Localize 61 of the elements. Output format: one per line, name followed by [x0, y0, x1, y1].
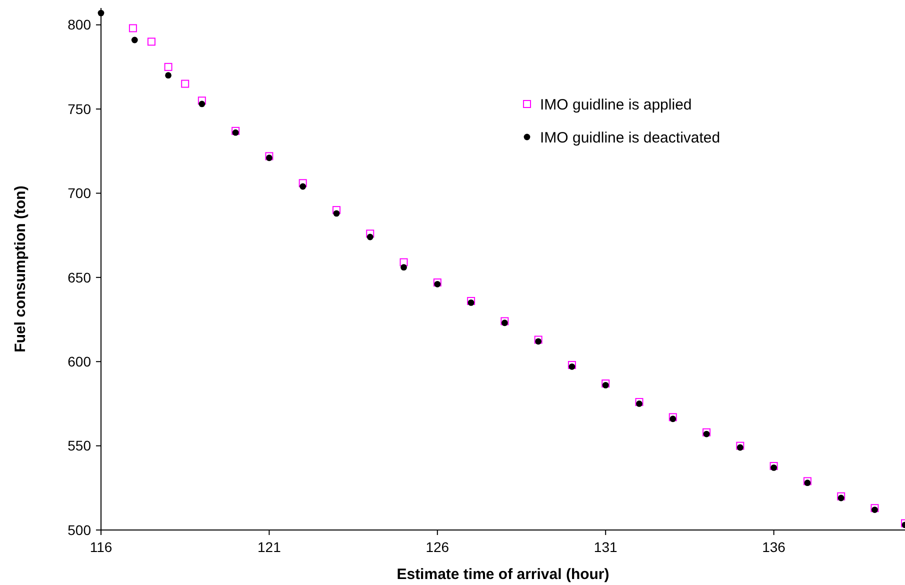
- point: [300, 183, 306, 190]
- point: [736, 444, 744, 451]
- point: [332, 206, 340, 214]
- point: [535, 338, 542, 345]
- point: [803, 477, 812, 486]
- point: [232, 126, 240, 135]
- point: [198, 100, 206, 108]
- point: [870, 504, 879, 512]
- point: [636, 400, 642, 407]
- point: [433, 278, 442, 286]
- point: [147, 38, 156, 46]
- point: [164, 62, 172, 71]
- y-tick-label: 600: [68, 354, 92, 370]
- point: [736, 442, 744, 450]
- point: [181, 80, 190, 88]
- point: [400, 264, 407, 271]
- point: [266, 154, 272, 162]
- point: [838, 494, 844, 502]
- point: [467, 296, 476, 305]
- point: [804, 480, 811, 486]
- point: [568, 360, 576, 369]
- x-tick-label: 136: [762, 539, 786, 555]
- point: [434, 280, 441, 288]
- legend-label: IMO guidline is applied: [540, 96, 692, 114]
- point: [703, 430, 710, 438]
- x-tick-label: 131: [594, 539, 618, 555]
- point: [265, 152, 274, 160]
- y-tick-label: 750: [68, 100, 92, 117]
- point: [501, 320, 508, 326]
- point: [366, 234, 374, 240]
- point: [770, 462, 778, 470]
- point: [232, 129, 239, 136]
- point: [366, 230, 374, 238]
- x-tick-label: 121: [258, 539, 282, 555]
- point: [198, 96, 206, 105]
- point: [872, 506, 878, 513]
- y-tick-label: 650: [68, 269, 92, 286]
- x-axis-title: Estimate time of arrival (hour): [396, 566, 610, 583]
- point: [500, 317, 509, 326]
- y-axis-title: Fuel consumption (ton): [12, 186, 29, 352]
- point: [668, 413, 677, 422]
- point: [165, 72, 172, 79]
- point: [298, 179, 307, 188]
- y-tick-label: 700: [68, 185, 92, 202]
- y-tick-label: 500: [68, 522, 92, 538]
- point: [702, 428, 711, 436]
- x-tick-label: 116: [90, 539, 112, 555]
- point: [534, 336, 542, 344]
- point: [400, 258, 408, 266]
- x-tick-label: 126: [426, 539, 450, 555]
- point: [98, 10, 104, 16]
- point: [670, 416, 676, 422]
- y-tick-label: 800: [68, 16, 92, 33]
- point: [333, 210, 340, 217]
- point: [837, 492, 846, 500]
- legend-label: IMO guidline is deactivated: [540, 129, 720, 146]
- point: [635, 398, 644, 406]
- point: [131, 36, 138, 44]
- y-tick-label: 550: [68, 438, 92, 454]
- point: [128, 24, 137, 32]
- point: [568, 363, 576, 370]
